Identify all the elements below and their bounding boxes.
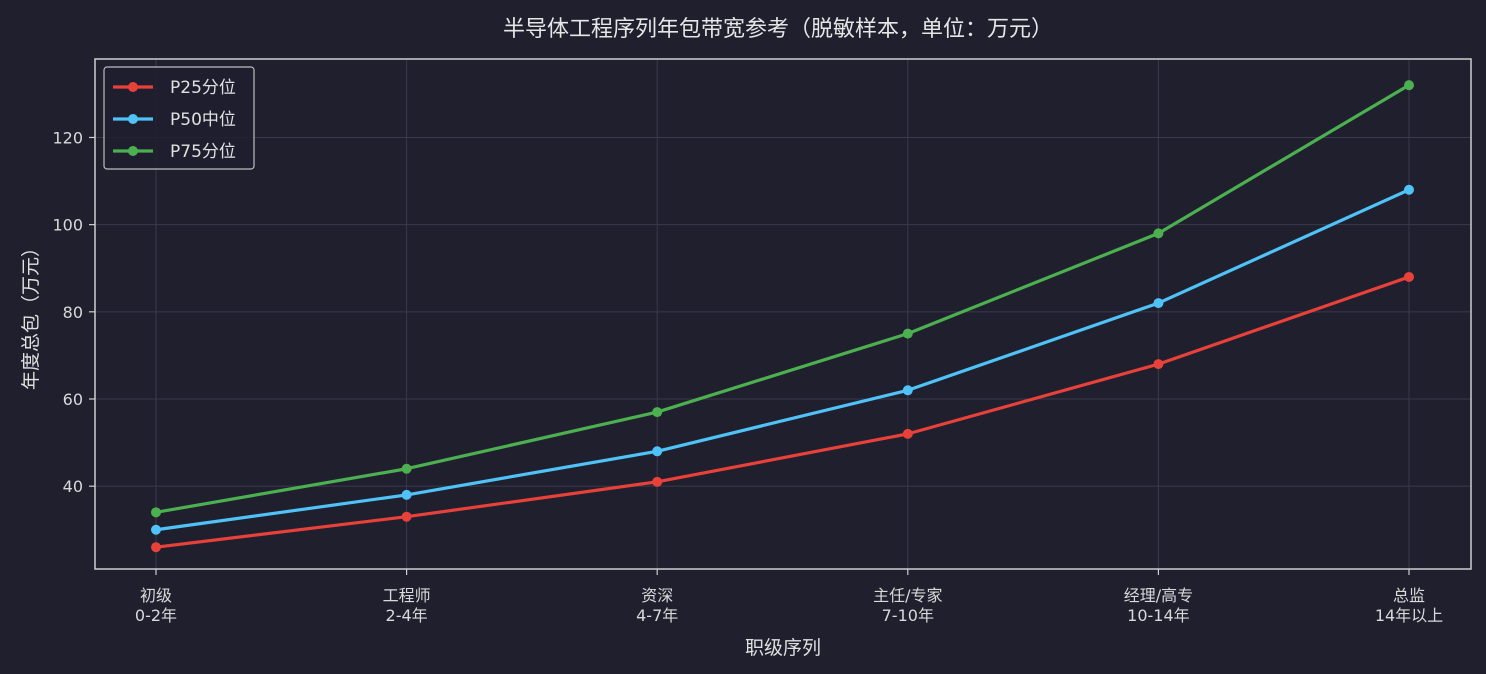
series-line-1 <box>154 275 1411 549</box>
series-3-point <box>902 328 913 339</box>
series-1-point <box>151 542 161 553</box>
tick-layer: 初级 0-2年 工程师 2-4年 资深 4-7年 主任/专家 7-10年 经理/高专 10-14年… <box>52 128 1443 625</box>
series-1-point <box>1153 359 1164 370</box>
series-3-point <box>1153 228 1164 239</box>
legend-label: P25分位 <box>170 78 236 98</box>
series-2-point <box>1404 184 1414 195</box>
x-tick-label: 资深 4-7年 <box>636 586 678 625</box>
y-tick-label: 40 <box>63 477 83 496</box>
series-1-point <box>401 511 412 522</box>
chart-title: 半导体工程序列年包带宽参考（脱敏样本，单位：万元） <box>503 17 1053 42</box>
y-tick-label: 80 <box>63 303 83 322</box>
series-1-point <box>902 428 913 439</box>
series-layer <box>151 80 1414 553</box>
x-tick-label: 初级 0-2年 <box>135 586 177 625</box>
x-tick-label: 主任/专家 7-10年 <box>873 586 942 625</box>
legend-swatch-marker <box>128 82 138 92</box>
series-3-point <box>401 463 412 474</box>
y-axis-label: 年度总包（万元） <box>20 238 42 390</box>
series-3-point <box>1404 80 1414 91</box>
x-axis-label: 职级序列 <box>745 637 821 659</box>
x-tick-label: 总监 14年以上 <box>1375 586 1443 625</box>
y-tick-label: 120 <box>52 128 83 147</box>
legend-frame <box>103 66 255 170</box>
series-2-point <box>652 446 663 457</box>
series-3-point <box>652 407 663 418</box>
series-2-point <box>902 385 913 396</box>
x-tick-label: 经理/高专 10-14年 <box>1124 586 1193 625</box>
legend-label: P75分位 <box>170 142 236 162</box>
legend-label: P50中位 <box>170 110 236 130</box>
legend: P25分位 P50中位 P75分位 <box>103 66 255 170</box>
y-tick-label: 100 <box>52 216 83 235</box>
legend-swatch-marker <box>128 114 138 124</box>
x-tick-label: 工程师 2-4年 <box>383 586 431 625</box>
series-2-point <box>401 489 412 500</box>
series-1-point <box>652 476 663 487</box>
series-2-point <box>151 524 161 535</box>
plot-frame <box>94 58 1472 570</box>
series-3-point <box>151 507 161 518</box>
grid-layer <box>95 59 1471 569</box>
legend-swatch-marker <box>128 146 138 156</box>
y-tick-label: 60 <box>63 390 83 409</box>
series-line-2 <box>154 188 1411 532</box>
series-line-3 <box>154 83 1411 514</box>
series-1-point <box>1404 271 1414 282</box>
series-2-point <box>1153 298 1164 309</box>
